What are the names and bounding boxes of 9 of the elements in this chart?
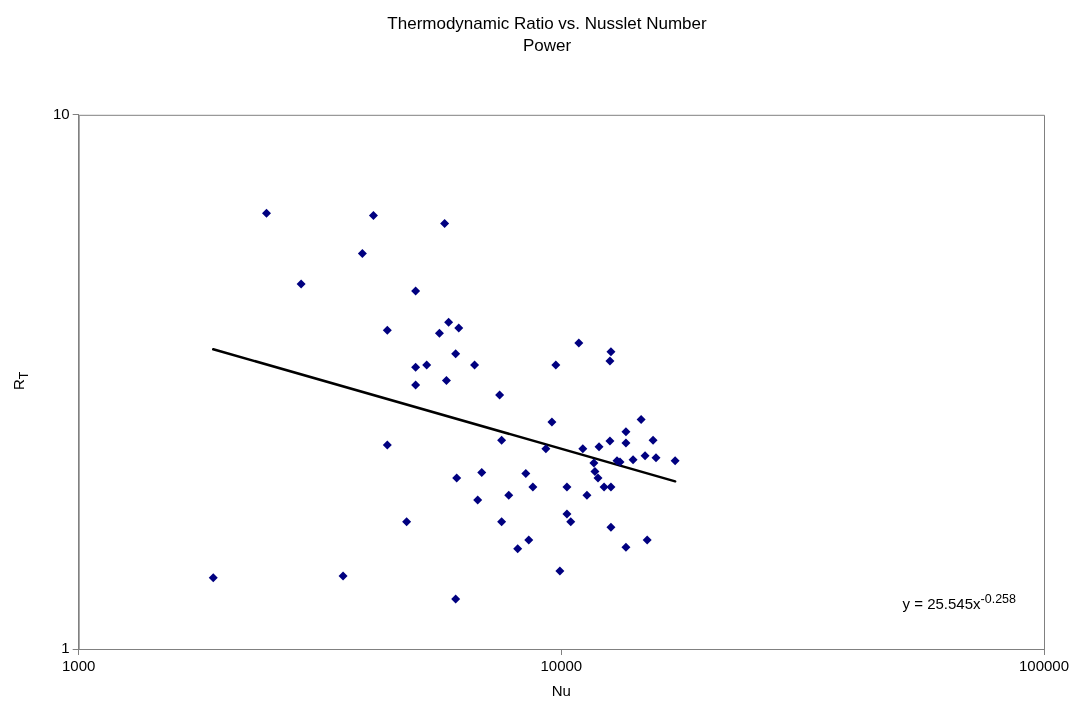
x-axis-title: Nu [551, 682, 571, 700]
annotation: y = 25.545x$^{-0.258}$ [902, 592, 1016, 612]
chart-title: Thermodynamic Ratio vs. Nusslet Number [387, 13, 707, 33]
y-tick-label: 10 [53, 104, 70, 122]
x-tick-label: 1000 [62, 657, 96, 675]
x-tick-label: 10000 [540, 657, 583, 675]
chart-subtitle: Power [522, 36, 572, 56]
y-tick-label: 1 [61, 639, 70, 657]
x-tick-label: 100000 [1018, 657, 1070, 675]
